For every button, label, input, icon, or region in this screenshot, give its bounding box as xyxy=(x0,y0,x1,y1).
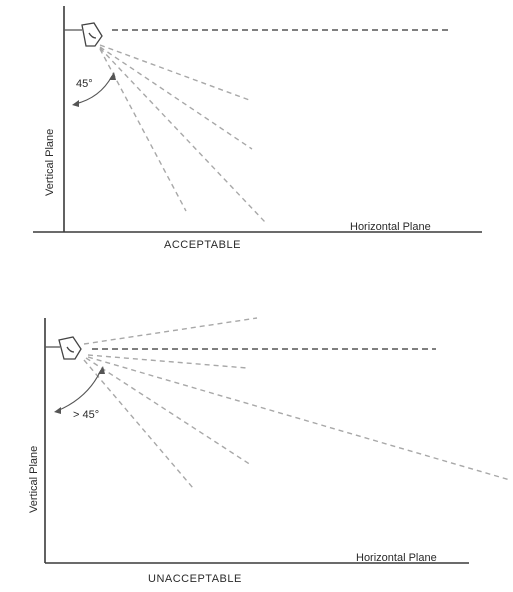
unacceptable-beam-ray xyxy=(85,357,252,466)
unacceptable-caption: UNACCEPTABLE xyxy=(148,573,242,585)
acceptable-beam-ray xyxy=(99,47,266,223)
unacceptable-beam-ray xyxy=(83,317,258,345)
unacceptable-panel: > 45° Vertical Plane Horizontal Plane UN… xyxy=(28,317,511,585)
unacceptable-horizontal-axis-label: Horizontal Plane xyxy=(356,552,437,564)
unacceptable-beam-ray xyxy=(83,359,194,489)
unacceptable-angle-label: > 45° xyxy=(73,409,99,421)
acceptable-beam-ray xyxy=(99,48,187,212)
acceptable-horizontal-axis-label: Horizontal Plane xyxy=(350,221,431,233)
unacceptable-beam-ray xyxy=(87,356,511,481)
acceptable-beam-ray xyxy=(99,46,253,150)
acceptable-caption: ACCEPTABLE xyxy=(164,239,241,251)
acceptable-angle-arrow-head xyxy=(109,72,116,80)
acceptable-panel: 45° Vertical Plane Horizontal Plane ACCE… xyxy=(33,6,482,251)
unacceptable-beam-ray xyxy=(87,354,248,369)
unacceptable-angle-arrow-head xyxy=(54,407,61,414)
unacceptable-angle-arrow-head xyxy=(98,366,105,374)
unacceptable-light-fixture-icon xyxy=(58,336,82,360)
acceptable-angle-label: 45° xyxy=(76,78,93,90)
acceptable-light-fixture-icon xyxy=(81,22,103,47)
acceptable-vertical-axis-label: Vertical Plane xyxy=(44,129,56,196)
unacceptable-vertical-axis-label: Vertical Plane xyxy=(28,446,40,513)
unacceptable-angle-arc xyxy=(56,369,102,412)
acceptable-angle-arrow-head xyxy=(72,100,79,107)
